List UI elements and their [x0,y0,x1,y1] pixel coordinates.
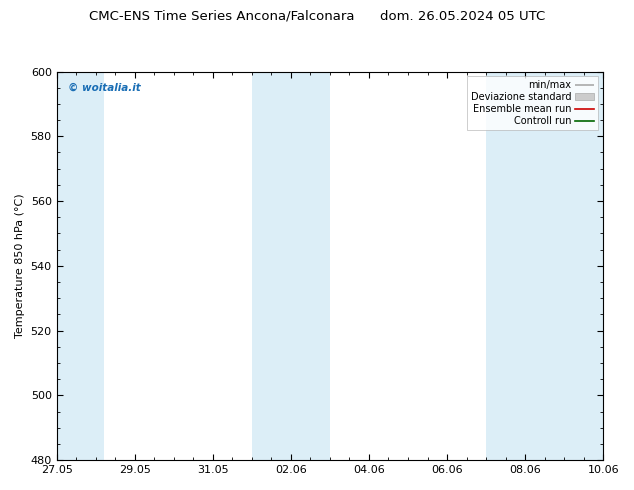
Text: CMC-ENS Time Series Ancona/Falconara      dom. 26.05.2024 05 UTC: CMC-ENS Time Series Ancona/Falconara dom… [89,10,545,23]
Bar [486,72,603,460]
Bar [56,72,103,460]
Legend: min/max, Deviazione standard, Ensemble mean run, Controll run: min/max, Deviazione standard, Ensemble m… [467,76,598,130]
Text: © woitalia.it: © woitalia.it [68,83,140,93]
Bar [252,72,330,460]
Y-axis label: Temperature 850 hPa (°C): Temperature 850 hPa (°C) [15,194,25,338]
